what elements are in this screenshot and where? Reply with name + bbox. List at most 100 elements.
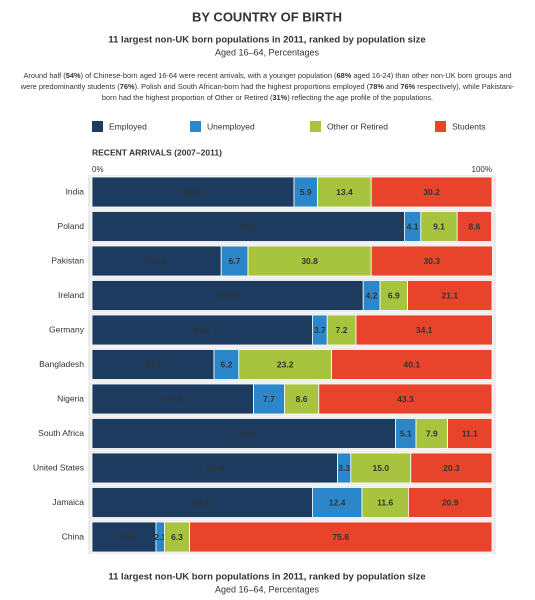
x-tick-label: 100% (472, 165, 492, 174)
legend-label: Students (452, 121, 486, 131)
note-segment: and (383, 82, 401, 91)
bar-segment (361, 487, 409, 518)
value-label: 30.5 (145, 359, 162, 369)
bar-segment (91, 245, 222, 277)
bar-segment (220, 245, 249, 277)
category-label: Ireland (58, 290, 84, 300)
bar-segment (415, 418, 449, 449)
note-segment: ) of Chinese-born aged 16-64 were recent… (80, 71, 337, 80)
legend-swatch (435, 121, 446, 132)
bar-segment (326, 314, 357, 346)
legend-label: Unemployed (207, 121, 255, 131)
category-label: Nigeria (57, 393, 84, 403)
value-label: 6.3 (171, 532, 183, 542)
value-label: 7.2 (336, 325, 348, 335)
value-label: 32.3 (148, 256, 165, 266)
bar-segment (447, 418, 493, 449)
bar-segment (91, 487, 313, 518)
bar-segment (407, 487, 493, 518)
value-label: 12.4 (329, 497, 346, 507)
bar-segment (311, 487, 363, 518)
bar-segment (355, 314, 493, 346)
bar-segment (91, 211, 405, 242)
value-label: 61.4 (207, 463, 224, 473)
bar-segment (91, 418, 397, 449)
bar-segment (370, 245, 493, 277)
note: Around half (54%) of Chinese-born aged 1… (20, 70, 515, 103)
bar-segment (238, 349, 333, 380)
value-label: 55.1 (194, 497, 211, 507)
subtitle: 11 largest non-UK born populations in 20… (108, 35, 425, 46)
bar-segment (91, 314, 313, 346)
value-label: 2.1 (154, 532, 166, 542)
bar-segment (410, 452, 493, 484)
value-label: 6.9 (388, 290, 400, 300)
value-label: 43.3 (397, 394, 414, 404)
value-label: 20.3 (443, 463, 460, 473)
category-label: Pakistan (51, 255, 84, 265)
note-segment: respectively), while Pakistani-born had … (101, 82, 515, 102)
bar-segment (420, 211, 458, 242)
bar-segment (370, 176, 493, 208)
note-segment: 78% (369, 82, 384, 91)
note-segment: 68% (336, 71, 352, 80)
value-label: 30.3 (424, 256, 441, 266)
value-label: 30.8 (301, 256, 318, 266)
value-label: 8.6 (468, 221, 480, 231)
legend-swatch (190, 121, 201, 132)
category-label: United States (33, 462, 84, 472)
value-label: 4.1 (407, 221, 419, 231)
footer-subtitle: 11 largest non-UK born populations in 20… (108, 572, 425, 583)
category-label: Jamaica (52, 497, 84, 507)
bar-segment (379, 280, 409, 311)
value-label: 21.1 (442, 290, 459, 300)
bar-segment (456, 211, 493, 242)
value-label: 6.7 (229, 256, 241, 266)
category-label: China (62, 531, 84, 541)
bar-segment (91, 383, 255, 415)
value-label: 34.1 (416, 325, 433, 335)
value-label: 40.1 (404, 359, 421, 369)
value-label: 55.1 (194, 325, 211, 335)
note-segment: 54% (65, 71, 81, 80)
bar-segment (91, 452, 339, 484)
footer-subtitle2: Aged 16–64, Percentages (215, 584, 320, 594)
bar-segment (163, 521, 190, 553)
note-segment: aged 16-24) than other non-UK born group… (20, 71, 512, 91)
bar-segment (189, 521, 493, 553)
category-label: South Africa (38, 428, 84, 438)
category-label: Bangladesh (39, 359, 84, 369)
value-label: 30.2 (423, 187, 440, 197)
bar-segment (318, 383, 493, 415)
bar-segment (91, 521, 157, 553)
bar-segment (91, 349, 215, 380)
category-label: Poland (58, 221, 85, 231)
value-label: 4.2 (366, 290, 378, 300)
value-label: 5.9 (300, 187, 312, 197)
value-label: 75.6 (333, 532, 350, 542)
value-label: 20.9 (442, 497, 459, 507)
value-label: 75.9 (236, 428, 253, 438)
x-tick-label: 0% (92, 165, 104, 174)
bar-segment (331, 349, 493, 380)
value-label: 7.9 (426, 428, 438, 438)
value-label: 3.3 (338, 463, 350, 473)
category-label: India (66, 186, 85, 196)
legend-label: Employed (109, 121, 147, 131)
note-segment: 76% (119, 82, 135, 91)
legend-swatch (92, 121, 103, 132)
value-label: 16.0 (116, 532, 133, 542)
chart-title: BY COUNTRY OF BIRTH (192, 9, 342, 24)
value-label: 23.2 (277, 359, 294, 369)
value-label: 7.7 (263, 394, 275, 404)
panel-title: RECENT ARRIVALS (2007–2011) (92, 147, 222, 157)
note-segment: 76% (400, 82, 416, 91)
value-label: 11.1 (462, 428, 478, 438)
legend-label: Other or Retired (327, 121, 388, 131)
note-segment: ). Polish and South African-born had the… (134, 82, 370, 91)
note-segment: ) reflecting the age profile of the popu… (287, 93, 434, 102)
value-label: 5.1 (400, 428, 412, 438)
bar-segment (213, 349, 240, 380)
